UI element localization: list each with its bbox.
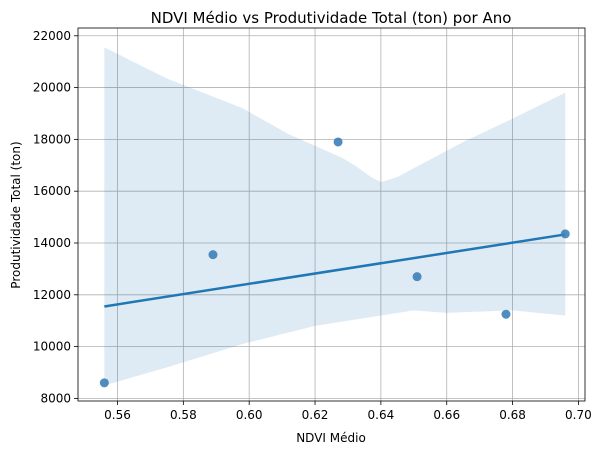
data-point — [412, 272, 422, 282]
regression-line-layer — [104, 233, 566, 308]
y-tick-label: 16000 — [33, 184, 71, 198]
grid-lines — [78, 28, 585, 401]
y-axis-ticks: 8000 10000 12000 14000 16000 18000 20000 22000 — [33, 29, 78, 405]
x-tick-label: 0.70 — [565, 408, 592, 422]
data-point — [501, 309, 511, 319]
data-point — [208, 250, 218, 260]
confidence-band — [104, 47, 566, 386]
x-tick-label: 0.62 — [302, 408, 329, 422]
data-point — [560, 229, 570, 239]
x-axis-label: NDVI Médio — [296, 431, 366, 445]
x-tick-label: 0.60 — [236, 408, 263, 422]
y-tick-label: 20000 — [33, 81, 71, 95]
data-point — [99, 378, 109, 388]
y-axis-label: Produtividade Total (ton) — [9, 141, 23, 288]
confidence-band-layer — [104, 47, 566, 386]
y-tick-label: 18000 — [33, 132, 71, 146]
y-tick-label: 10000 — [33, 340, 71, 354]
x-axis-ticks: 0.56 0.58 0.60 0.62 0.64 0.66 0.68 0.70 — [104, 401, 592, 422]
data-point — [333, 137, 343, 147]
x-tick-label: 0.64 — [368, 408, 395, 422]
y-tick-label: 8000 — [40, 391, 71, 405]
regression-line — [104, 233, 566, 308]
y-tick-label: 12000 — [33, 288, 71, 302]
x-tick-label: 0.66 — [433, 408, 460, 422]
x-tick-label: 0.68 — [499, 408, 526, 422]
data-points — [99, 137, 570, 388]
y-tick-label: 14000 — [33, 236, 71, 250]
y-tick-label: 22000 — [33, 29, 71, 43]
chart-title: NDVI Médio vs Produtividade Total (ton) … — [151, 9, 512, 27]
x-tick-label: 0.56 — [104, 408, 131, 422]
x-tick-label: 0.58 — [170, 408, 197, 422]
plot-frame — [77, 27, 586, 402]
